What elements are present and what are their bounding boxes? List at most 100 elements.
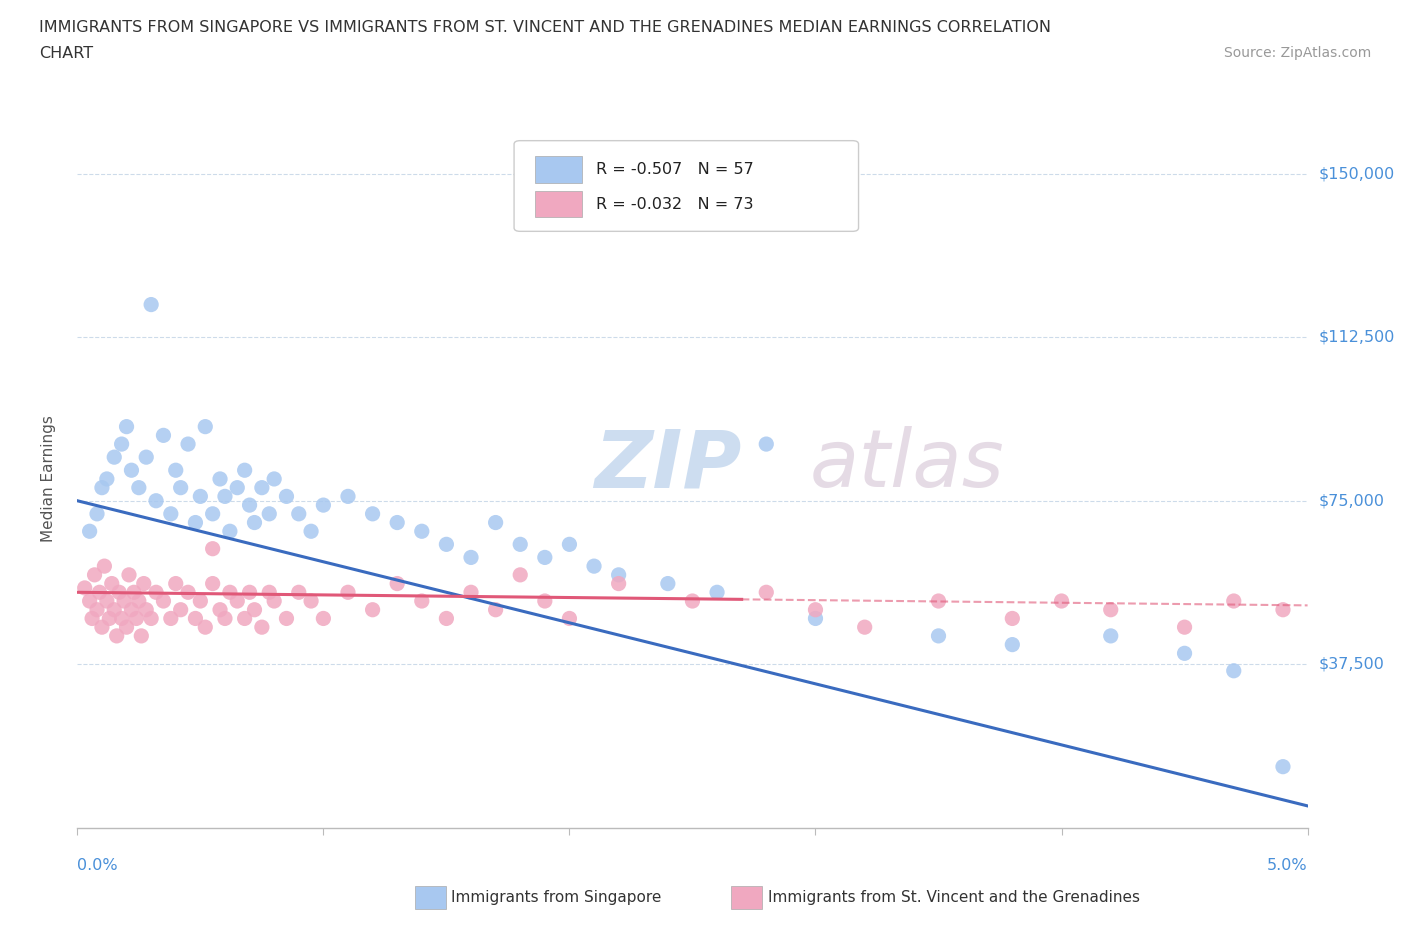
Point [135, 450, 157, 465]
Point [853, 619, 876, 634]
Point [928, 629, 950, 644]
Point [337, 585, 360, 600]
Point [177, 585, 200, 600]
Point [111, 611, 132, 626]
Point [201, 576, 224, 591]
Point [121, 603, 143, 618]
Point [201, 506, 224, 521]
Point [188, 489, 212, 504]
Point [89, 585, 111, 600]
Point [607, 567, 630, 582]
Text: IMMIGRANTS FROM SINGAPORE VS IMMIGRANTS FROM ST. VINCENT AND THE GRENADINES MEDI: IMMIGRANTS FROM SINGAPORE VS IMMIGRANTS … [39, 20, 1052, 35]
Point [1272, 603, 1295, 618]
Text: atlas: atlas [810, 426, 1004, 504]
Point [1223, 663, 1246, 678]
Point [170, 480, 193, 495]
Point [90, 619, 114, 634]
Text: Immigrants from St. Vincent and the Grenadines: Immigrants from St. Vincent and the Gren… [768, 890, 1140, 905]
Point [361, 506, 384, 521]
Point [288, 506, 311, 521]
Point [86, 506, 108, 521]
Point [1001, 611, 1024, 626]
Point [105, 629, 128, 644]
Point [152, 428, 174, 443]
Point [288, 585, 311, 600]
Text: ZIP: ZIP [595, 426, 741, 504]
Point [121, 463, 143, 478]
Point [387, 576, 409, 591]
Bar [536, 156, 582, 182]
Point [387, 515, 409, 530]
Point [226, 480, 249, 495]
Point [259, 585, 281, 600]
Point [209, 472, 232, 486]
Point [101, 576, 124, 591]
Point [1272, 759, 1295, 774]
Point [108, 585, 131, 600]
Point [250, 480, 273, 495]
Point [299, 524, 322, 538]
Point [509, 537, 531, 551]
Point [219, 585, 242, 600]
Point [804, 603, 827, 618]
Y-axis label: Median Earnings: Median Earnings [42, 416, 56, 542]
Point [165, 463, 187, 478]
Bar [536, 191, 582, 218]
Point [112, 593, 135, 608]
Point [214, 489, 236, 504]
Point [82, 611, 104, 626]
Point [558, 611, 581, 626]
Point [79, 524, 101, 538]
Point [1099, 603, 1122, 618]
Point [436, 611, 458, 626]
Point [436, 537, 458, 551]
Point [558, 537, 581, 551]
Text: 5.0%: 5.0% [1267, 858, 1308, 873]
Point [460, 585, 482, 600]
Text: Source: ZipAtlas.com: Source: ZipAtlas.com [1223, 46, 1371, 60]
Point [141, 298, 163, 312]
Point [125, 611, 148, 626]
Point [93, 559, 115, 574]
Point [214, 611, 236, 626]
Point [1174, 645, 1197, 660]
Point [209, 603, 232, 618]
Point [122, 585, 145, 600]
Point [177, 437, 200, 452]
Point [115, 419, 138, 434]
Point [607, 576, 630, 591]
Text: $75,000: $75,000 [1319, 493, 1385, 509]
Point [233, 611, 256, 626]
Point [682, 593, 704, 608]
Point [706, 585, 728, 600]
Point [460, 550, 482, 565]
Point [657, 576, 679, 591]
Point [152, 593, 174, 608]
Point [194, 419, 217, 434]
Point [804, 611, 827, 626]
Point [188, 593, 212, 608]
Point [219, 524, 242, 538]
Point [184, 515, 207, 530]
Point [755, 437, 778, 452]
Point [233, 463, 256, 478]
Point [534, 550, 557, 565]
Point [160, 506, 183, 521]
Text: Immigrants from Singapore: Immigrants from Singapore [451, 890, 662, 905]
Text: $37,500: $37,500 [1319, 657, 1385, 671]
Point [276, 611, 298, 626]
Point [299, 593, 322, 608]
Point [145, 585, 167, 600]
Point [160, 611, 183, 626]
Point [79, 593, 101, 608]
Point [73, 580, 96, 595]
Point [509, 567, 531, 582]
Point [239, 498, 262, 512]
Point [86, 603, 108, 618]
Point [115, 619, 138, 634]
Point [1099, 629, 1122, 644]
Point [755, 585, 778, 600]
Point [170, 603, 193, 618]
Point [96, 472, 118, 486]
Point [312, 498, 335, 512]
